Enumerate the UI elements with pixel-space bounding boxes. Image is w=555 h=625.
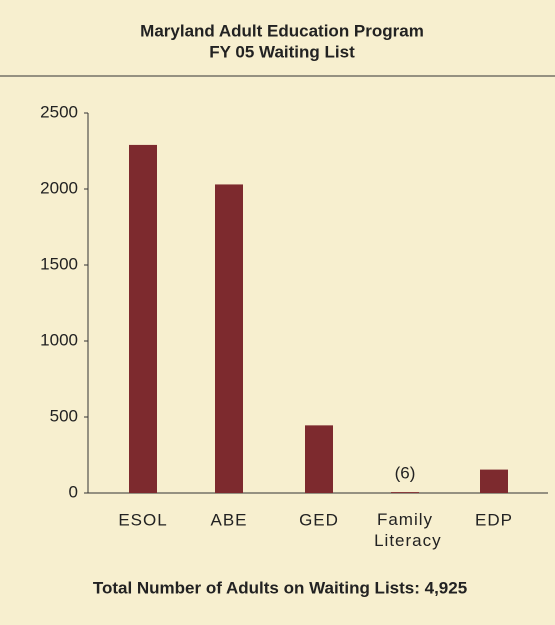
x-tick-label: ESOL bbox=[118, 510, 167, 529]
y-tick-label: 2000 bbox=[40, 178, 78, 197]
y-tick-label: 500 bbox=[50, 406, 78, 425]
bar bbox=[215, 184, 243, 493]
y-tick-label: 1500 bbox=[40, 254, 78, 273]
x-tick-label: Family Literacy bbox=[368, 510, 441, 550]
bar bbox=[391, 492, 419, 493]
y-tick-label: 2500 bbox=[40, 102, 78, 121]
y-tick-label: 0 bbox=[69, 482, 78, 501]
footer: Total Number of Adults on Waiting Lists:… bbox=[93, 578, 467, 597]
bar bbox=[129, 144, 157, 494]
chart-title: Maryland Adult Education Program bbox=[140, 21, 424, 40]
y-tick-label: 1000 bbox=[40, 330, 78, 349]
bar bbox=[480, 469, 508, 493]
chart-subtitle: FY 05 Waiting List bbox=[209, 42, 355, 61]
bar bbox=[305, 425, 333, 493]
x-tick-label: ABE bbox=[210, 510, 247, 529]
x-tick-label: GED bbox=[299, 510, 339, 529]
x-tick-label: EDP bbox=[475, 510, 513, 529]
value-label: (6) bbox=[395, 464, 416, 483]
